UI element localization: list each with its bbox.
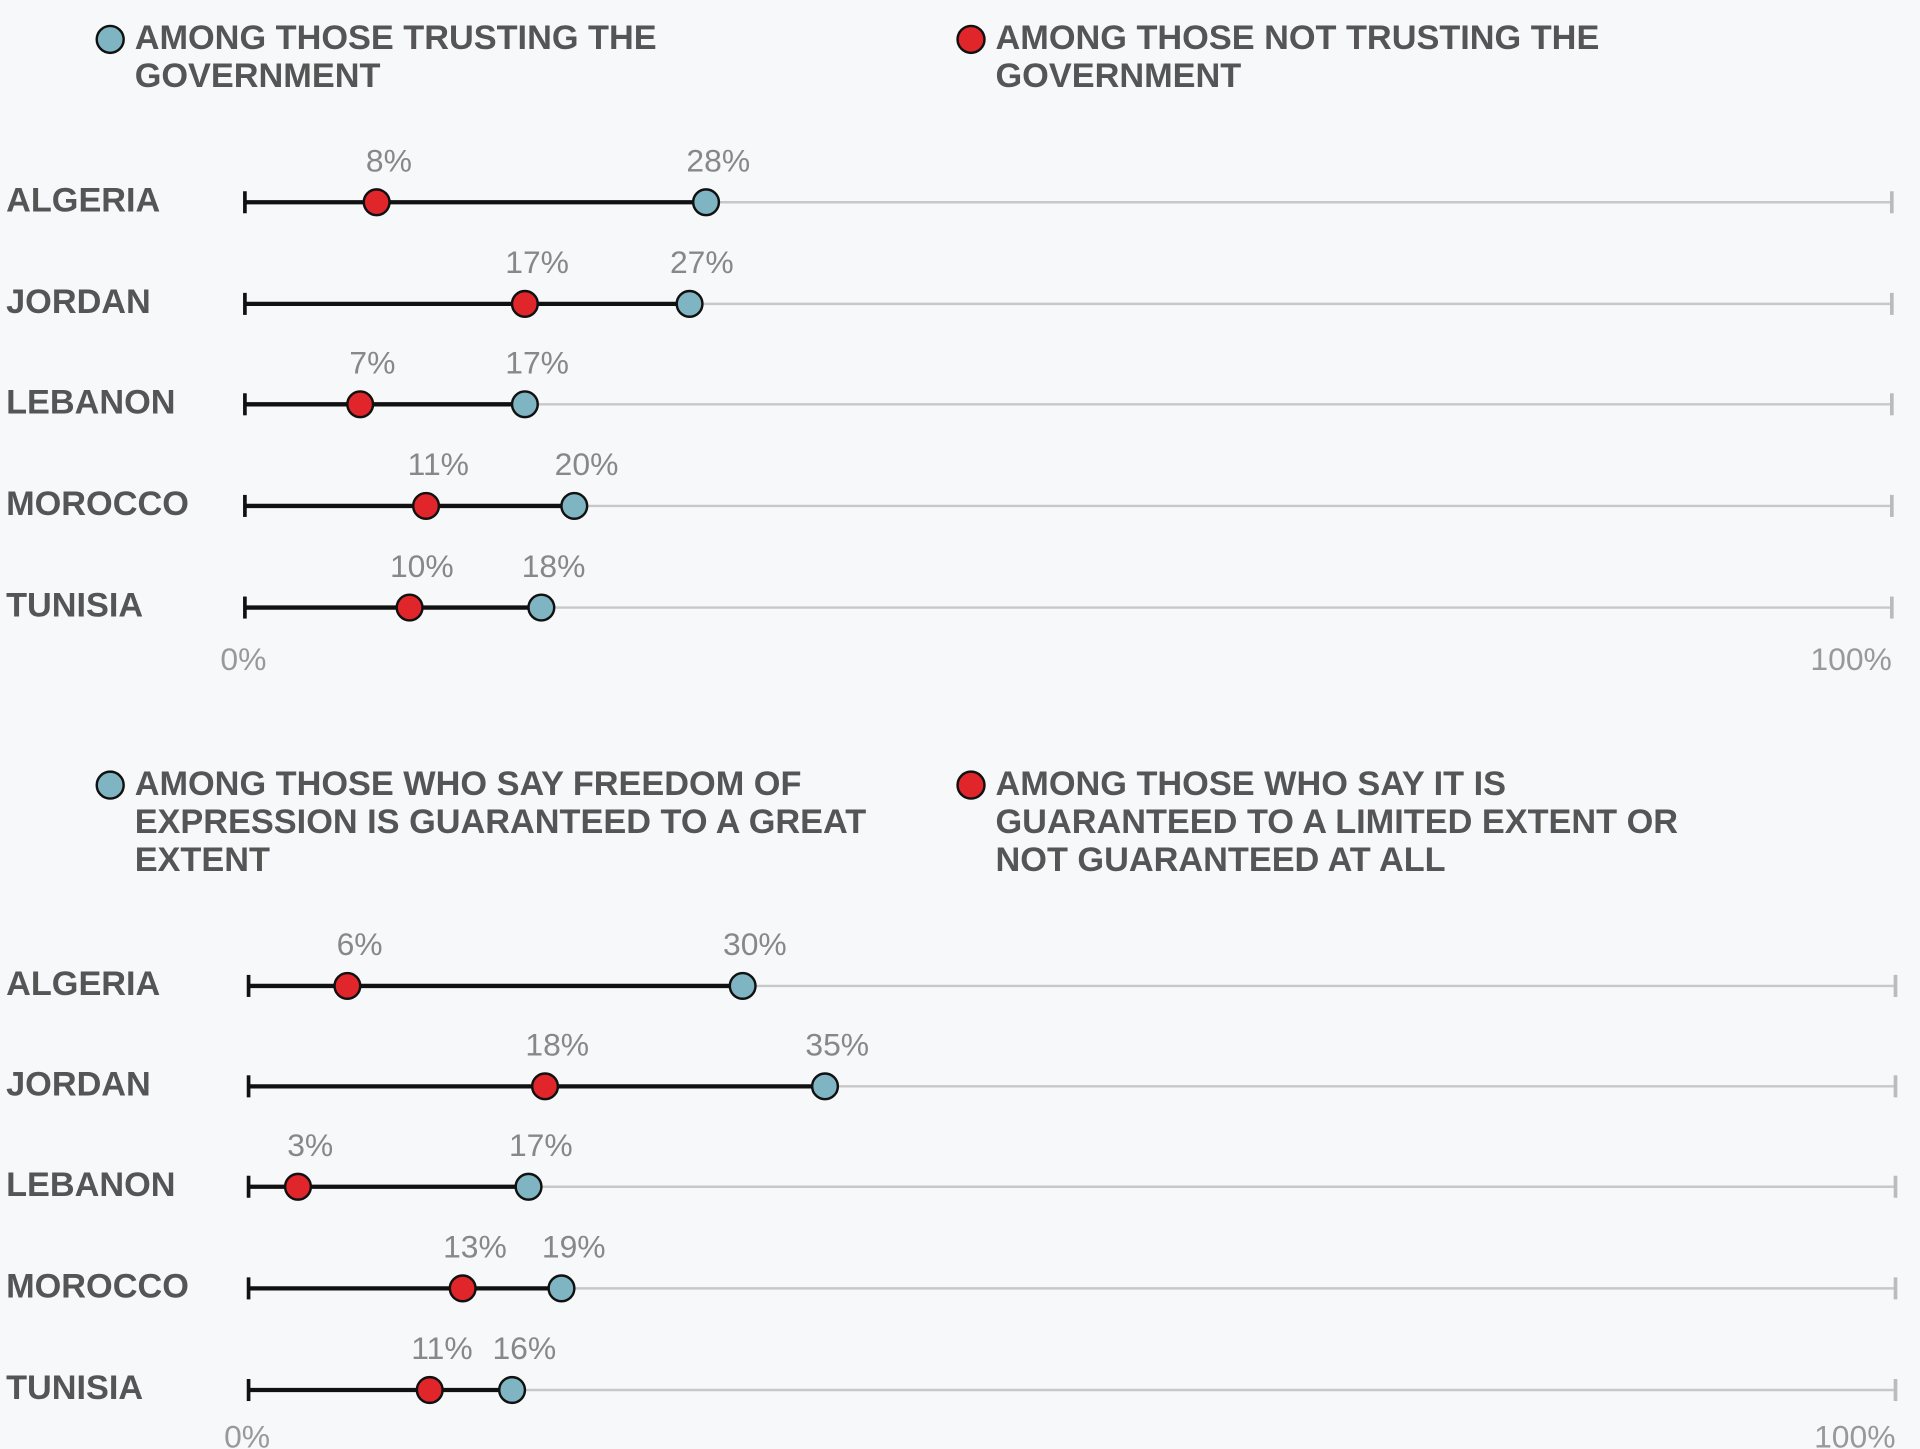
dot <box>346 390 375 419</box>
legend-item: AMONG THOSE TRUSTING THE GOVERNMENT <box>134 18 657 95</box>
value-label: 6% <box>337 926 383 962</box>
dot <box>498 1375 527 1405</box>
x-tick-label: 0% <box>224 1418 270 1449</box>
dot <box>362 188 391 217</box>
value-label: 30% <box>723 926 787 962</box>
x-tick-label: 100% <box>1810 641 1891 677</box>
value-label: 18% <box>522 548 586 584</box>
legend-marker <box>95 770 125 800</box>
value-label: 3% <box>287 1127 333 1163</box>
dot <box>560 491 589 521</box>
dot <box>675 289 704 318</box>
legend-label: AMONG THOSE NOT TRUSTING THE GOVERNMENT <box>995 18 1600 95</box>
dot <box>395 593 424 622</box>
legend-marker <box>956 770 986 800</box>
value-label: 8% <box>366 142 412 178</box>
value-label: 11% <box>408 446 469 482</box>
category-label: ALGERIA <box>6 181 160 219</box>
legend-label: AMONG THOSE WHO SAY FREEDOM OF EXPRESSIO… <box>134 764 867 879</box>
value-label: 16% <box>492 1330 556 1366</box>
category-label: TUNISIA <box>6 587 143 625</box>
legend-label: AMONG THOSE TRUSTING THE GOVERNMENT <box>134 18 657 95</box>
legend-item: AMONG THOSE WHO SAY FREEDOM OF EXPRESSIO… <box>134 764 867 879</box>
dot <box>514 1172 543 1201</box>
dot <box>510 289 539 318</box>
dot <box>547 1274 576 1303</box>
dot <box>283 1172 313 1201</box>
category-label: ALGERIA <box>6 965 160 1003</box>
dot <box>415 1375 444 1405</box>
dot <box>728 971 757 1001</box>
value-label: 18% <box>525 1027 589 1063</box>
dot <box>411 491 441 521</box>
dot <box>448 1274 477 1303</box>
value-label: 20% <box>555 446 619 482</box>
value-label: 17% <box>505 244 569 280</box>
value-label: 13% <box>443 1229 507 1265</box>
category-label: MOROCCO <box>6 485 189 523</box>
x-tick-label: 0% <box>220 641 266 677</box>
value-label: 7% <box>349 345 395 381</box>
x-tick-label: 100% <box>1814 1418 1895 1449</box>
dot <box>527 593 556 622</box>
dot <box>510 390 539 419</box>
dot <box>333 971 362 1001</box>
dot <box>691 188 721 217</box>
value-label: 17% <box>505 345 569 381</box>
value-label: 10% <box>390 548 454 584</box>
legend-item: AMONG THOSE WHO SAY IT IS GUARANTEED TO … <box>995 764 1679 879</box>
category-label: LEBANON <box>6 1166 175 1204</box>
category-label: JORDAN <box>6 283 151 321</box>
value-label: 11% <box>411 1330 472 1366</box>
legend-item: AMONG THOSE NOT TRUSTING THE GOVERNMENT <box>995 18 1600 95</box>
category-label: MOROCCO <box>6 1267 189 1305</box>
value-label: 17% <box>509 1127 573 1163</box>
value-label: 19% <box>542 1229 606 1265</box>
legend-marker <box>956 24 986 55</box>
value-label: 27% <box>670 244 734 280</box>
value-label: 28% <box>686 142 750 178</box>
dot <box>810 1072 840 1101</box>
legend-label: AMONG THOSE WHO SAY IT IS GUARANTEED TO … <box>995 764 1679 879</box>
legend-marker <box>95 24 125 55</box>
category-label: JORDAN <box>6 1065 151 1103</box>
category-label: LEBANON <box>6 383 175 421</box>
value-label: 35% <box>805 1027 869 1063</box>
dot <box>530 1072 560 1101</box>
category-label: TUNISIA <box>6 1369 143 1407</box>
